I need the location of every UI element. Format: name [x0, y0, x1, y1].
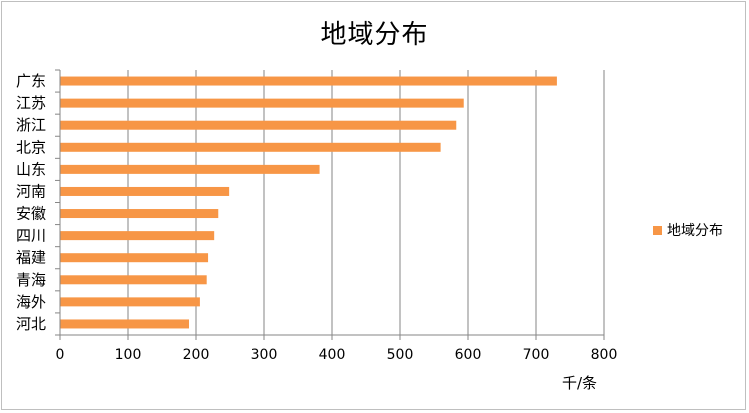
- x-axis-unit-label: 千/条: [562, 374, 598, 392]
- bar-安徽: [60, 209, 219, 219]
- y-category-label: 江苏: [16, 94, 46, 112]
- bar-山东: [60, 164, 320, 174]
- bar-青海: [60, 275, 207, 285]
- y-category-label: 海外: [16, 293, 46, 311]
- x-tick-label: 0: [56, 347, 65, 363]
- legend: 地域分布: [653, 220, 723, 240]
- bar-河北: [60, 319, 190, 329]
- bar-四川: [60, 231, 215, 241]
- y-category-label: 河南: [16, 182, 46, 200]
- chart-title: 地域分布: [320, 20, 429, 50]
- y-category-label: 青海: [16, 271, 46, 289]
- y-category-label: 广东: [16, 72, 46, 90]
- y-category-label: 浙江: [16, 116, 46, 134]
- x-tick-label: 400: [319, 347, 346, 363]
- x-tick-label: 800: [591, 347, 618, 363]
- x-tick-label: 100: [115, 347, 142, 363]
- y-category-label: 福建: [16, 249, 46, 267]
- bar-河南: [60, 186, 230, 196]
- x-tick-label: 700: [523, 347, 550, 363]
- legend-label: 地域分布: [667, 223, 723, 239]
- y-category-label: 北京: [16, 138, 46, 156]
- bar-海外: [60, 297, 200, 307]
- bar-福建: [60, 253, 209, 263]
- y-category-label: 山东: [16, 160, 46, 178]
- y-category-label: 四川: [16, 227, 46, 245]
- x-tick-label: 500: [387, 347, 414, 363]
- bar-浙江: [60, 120, 457, 130]
- bar-江苏: [60, 98, 464, 108]
- x-tick-label: 200: [183, 347, 210, 363]
- legend-swatch: [653, 225, 662, 235]
- y-category-label: 安徽: [16, 205, 46, 223]
- y-category-label: 河北: [16, 315, 46, 333]
- x-tick-label: 300: [251, 347, 278, 363]
- bar-广东: [60, 76, 557, 86]
- bar-北京: [60, 142, 441, 152]
- x-tick-label: 600: [455, 347, 482, 363]
